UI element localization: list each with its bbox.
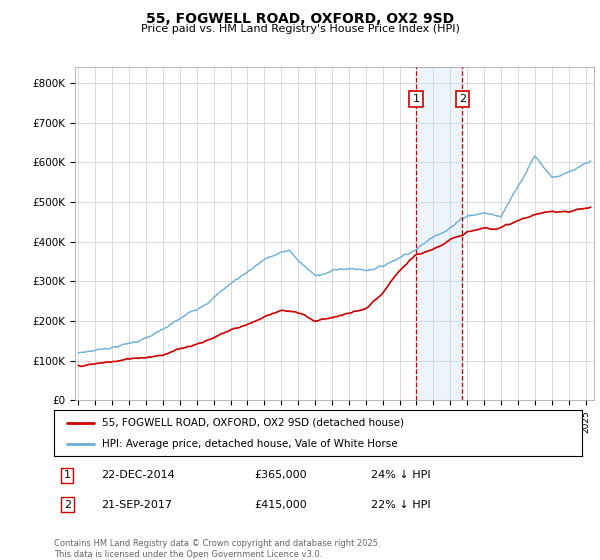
Text: £365,000: £365,000	[254, 470, 307, 480]
Text: 2: 2	[459, 94, 466, 104]
Text: 1: 1	[64, 470, 71, 480]
Text: 21-SEP-2017: 21-SEP-2017	[101, 500, 173, 510]
Text: Price paid vs. HM Land Registry's House Price Index (HPI): Price paid vs. HM Land Registry's House …	[140, 24, 460, 34]
Text: Contains HM Land Registry data © Crown copyright and database right 2025.
This d: Contains HM Land Registry data © Crown c…	[54, 539, 380, 559]
Text: 55, FOGWELL ROAD, OXFORD, OX2 9SD (detached house): 55, FOGWELL ROAD, OXFORD, OX2 9SD (detac…	[101, 418, 404, 428]
Text: 24% ↓ HPI: 24% ↓ HPI	[371, 470, 430, 480]
Bar	[416, 67, 463, 400]
Text: 1: 1	[412, 94, 419, 104]
Text: 55, FOGWELL ROAD, OXFORD, OX2 9SD: 55, FOGWELL ROAD, OXFORD, OX2 9SD	[146, 12, 454, 26]
Text: 22% ↓ HPI: 22% ↓ HPI	[371, 500, 430, 510]
Text: 22-DEC-2014: 22-DEC-2014	[101, 470, 175, 480]
Text: 2: 2	[64, 500, 71, 510]
Text: £415,000: £415,000	[254, 500, 307, 510]
Text: HPI: Average price, detached house, Vale of White Horse: HPI: Average price, detached house, Vale…	[101, 439, 397, 449]
